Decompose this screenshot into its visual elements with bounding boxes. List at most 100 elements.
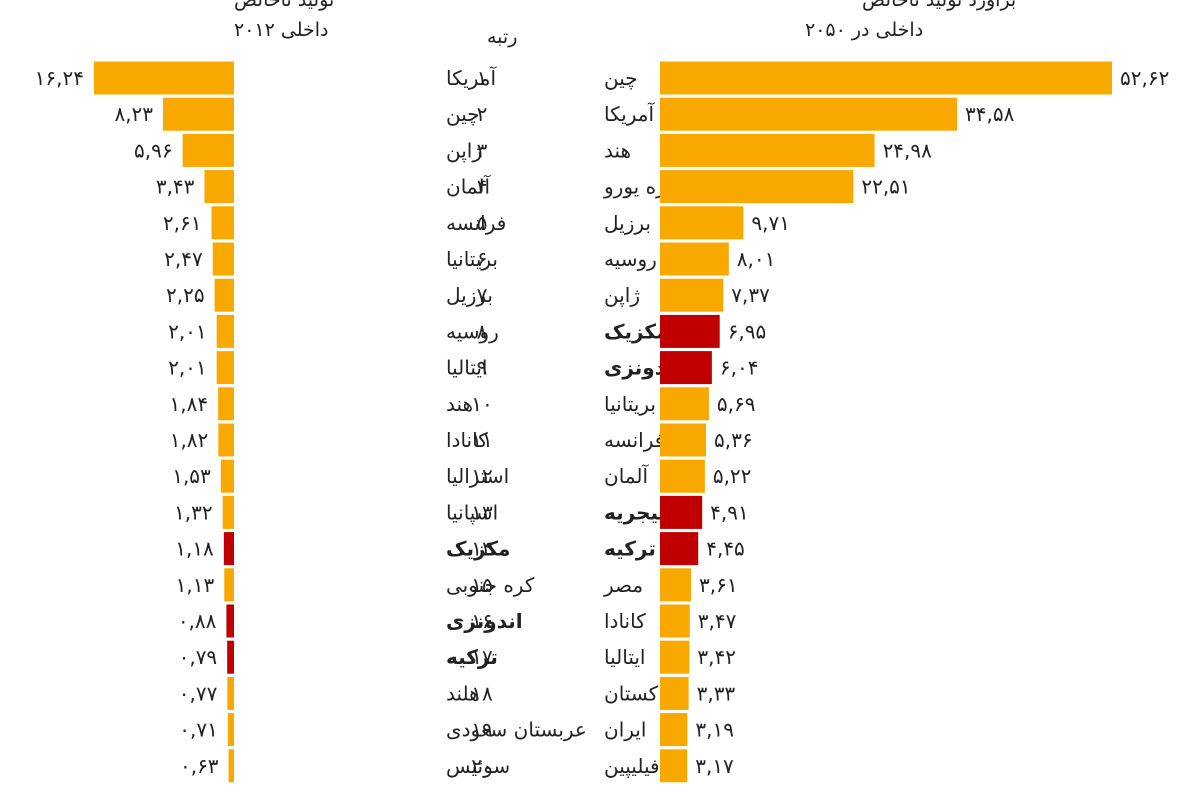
value-label-2050-19: ۳,۱۹ xyxy=(695,718,734,742)
gdp-2012-chart: ۱۶,۲۴ ۸,۲۳ ۵,۹۶ ۳,۴۳ ۲,۶۱ ۲,۴۷ ۲,۲۵ ۲,۰۱ ۲,۰۱ ۱,۸… xyxy=(35,61,234,783)
bar-2012-20 xyxy=(228,749,234,783)
country-2050-1: چین xyxy=(604,66,638,90)
value-label-2050-3: ۲۴,۹۸ xyxy=(883,138,933,162)
value-label-2050-13: ۴,۹۱ xyxy=(710,500,749,524)
value-label-2012-7: ۲,۲۵ xyxy=(166,283,205,307)
country-2012-16: اندونزی xyxy=(446,609,523,633)
chart-headers: تولید ناخالص داخلی ۲۰۱۲ رتبه برآورد تولی… xyxy=(234,0,1016,48)
rank-number-11: ۱۱ xyxy=(471,428,492,452)
bar-2050-20 xyxy=(660,749,688,783)
country-2012-17: ترکیه xyxy=(446,645,498,669)
bar-2050-8 xyxy=(660,314,720,348)
rank-number-8: ۸ xyxy=(477,319,488,343)
country-2012-6: بریتانیا xyxy=(446,247,498,271)
country-2012-7: برزیل xyxy=(446,283,493,307)
value-label-2050-4: ۲۲,۵۱ xyxy=(861,175,910,199)
bar-2050-15 xyxy=(660,568,692,602)
bar-2012-18 xyxy=(227,676,234,710)
value-label-2012-18: ۰,۷۷ xyxy=(179,681,218,705)
rank-number-12: ۱۲ xyxy=(471,464,492,488)
bar-2012-3 xyxy=(182,133,234,167)
bar-2012-5 xyxy=(211,206,234,240)
bar-2050-1 xyxy=(660,61,1112,95)
country-2050-16: کانادا xyxy=(604,609,646,633)
value-label-2050-8: ۶,۹۵ xyxy=(728,319,767,343)
rank-number-15: ۱۵ xyxy=(471,573,492,597)
value-label-2012-17: ۰,۷۹ xyxy=(179,645,218,669)
bar-2050-19 xyxy=(660,713,688,747)
bar-2050-11 xyxy=(660,423,707,457)
bar-2050-2 xyxy=(660,97,958,131)
bar-2012-14 xyxy=(223,532,234,566)
bar-2012-7 xyxy=(214,278,234,312)
country-2012-19: عربستان سعودی xyxy=(446,718,587,742)
rank-number-5: ۵ xyxy=(477,211,488,235)
rank-number-14: ۱۴ xyxy=(471,537,492,561)
country-2050-10: بریتانیا xyxy=(604,392,656,416)
country-2012-2: چین xyxy=(446,102,480,126)
value-label-2050-6: ۸,۰۱ xyxy=(737,247,776,271)
value-label-2050-1: ۵۲,۶۲ xyxy=(1120,66,1169,90)
bar-2050-7 xyxy=(660,278,724,312)
country-2050-7: ژاپن xyxy=(604,283,640,308)
country-2012-5: فرانسه xyxy=(446,211,506,235)
bar-2050-6 xyxy=(660,242,729,276)
value-label-2050-16: ۳,۴۷ xyxy=(698,609,737,633)
left-header-line2: داخلی ۲۰۱۲ xyxy=(234,19,328,41)
value-label-2012-1: ۱۶,۲۴ xyxy=(35,66,84,90)
bar-2050-12 xyxy=(660,459,705,493)
bar-2012-1 xyxy=(94,61,234,95)
country-2050-20: فیلیپین xyxy=(604,754,660,779)
bar-2012-9 xyxy=(216,351,234,385)
rank-number-16: ۱۶ xyxy=(471,609,492,633)
country-2012-18: هلند xyxy=(446,681,480,705)
bar-2012-8 xyxy=(216,314,234,348)
bar-2050-16 xyxy=(660,604,690,638)
bar-2050-3 xyxy=(660,133,875,167)
bar-2012-6 xyxy=(212,242,234,276)
bar-2012-19 xyxy=(227,713,234,747)
country-2050-19: ایران xyxy=(604,718,646,742)
value-label-2012-15: ۱,۱۳ xyxy=(176,573,215,597)
rank-number-6: ۶ xyxy=(477,247,488,271)
country-2012-14: مکزیک xyxy=(446,537,510,561)
value-label-2012-19: ۰,۷۱ xyxy=(179,718,218,742)
country-2012-9: ایتالیا xyxy=(446,356,487,380)
value-label-2012-4: ۳,۴۳ xyxy=(156,175,195,199)
country-2012-3: ژاپن xyxy=(446,138,482,163)
rank-number-9: ۹ xyxy=(477,356,488,380)
bar-2012-2 xyxy=(163,97,234,131)
value-label-2050-12: ۵,۲۲ xyxy=(713,464,752,488)
value-label-2012-6: ۲,۴۷ xyxy=(164,247,203,271)
country-2012-8: روسیه xyxy=(446,319,499,343)
country-2050-17: ایتالیا xyxy=(604,645,645,669)
rank-number-3: ۳ xyxy=(477,138,488,162)
rank-number-10: ۱۰ xyxy=(471,392,492,416)
value-label-2050-5: ۹,۷۱ xyxy=(751,211,790,235)
bar-2012-12 xyxy=(220,459,234,493)
rank-list: آمریکا۱چین۲ژاپن۳آلمان۴فرانسه۵بریتانیا۶بر… xyxy=(446,65,688,779)
bar-2050-14 xyxy=(660,532,699,566)
value-label-2012-9: ۲,۰۱ xyxy=(168,356,207,380)
country-2012-15: کره جنوبی xyxy=(446,573,535,597)
value-label-2050-17: ۳,۴۲ xyxy=(697,645,736,669)
bar-2012-4 xyxy=(204,170,234,204)
bar-2012-16 xyxy=(226,604,234,638)
rank-number-20: ۲۰ xyxy=(471,754,492,778)
country-2012-1: آمریکا xyxy=(446,65,497,90)
bar-2050-10 xyxy=(660,387,709,421)
left-header-line1: تولید ناخالص xyxy=(234,0,334,11)
country-2050-3: هند xyxy=(604,138,631,162)
value-label-2012-13: ۱,۳۲ xyxy=(174,500,213,524)
value-label-2050-2: ۳۴,۵۸ xyxy=(965,102,1015,126)
rank-number-13: ۱۳ xyxy=(471,500,493,524)
value-label-2012-12: ۱,۵۳ xyxy=(172,464,211,488)
country-2050-8: مکزیک xyxy=(604,319,668,343)
bar-2012-11 xyxy=(218,423,234,457)
rank-number-1: ۱ xyxy=(477,66,488,90)
bar-2012-17 xyxy=(227,640,234,674)
value-label-2050-15: ۳,۶۱ xyxy=(699,573,738,597)
bar-2050-13 xyxy=(660,495,703,529)
rank-number-18: ۱۸ xyxy=(471,681,493,705)
value-label-2012-16: ۰,۸۸ xyxy=(178,609,217,633)
